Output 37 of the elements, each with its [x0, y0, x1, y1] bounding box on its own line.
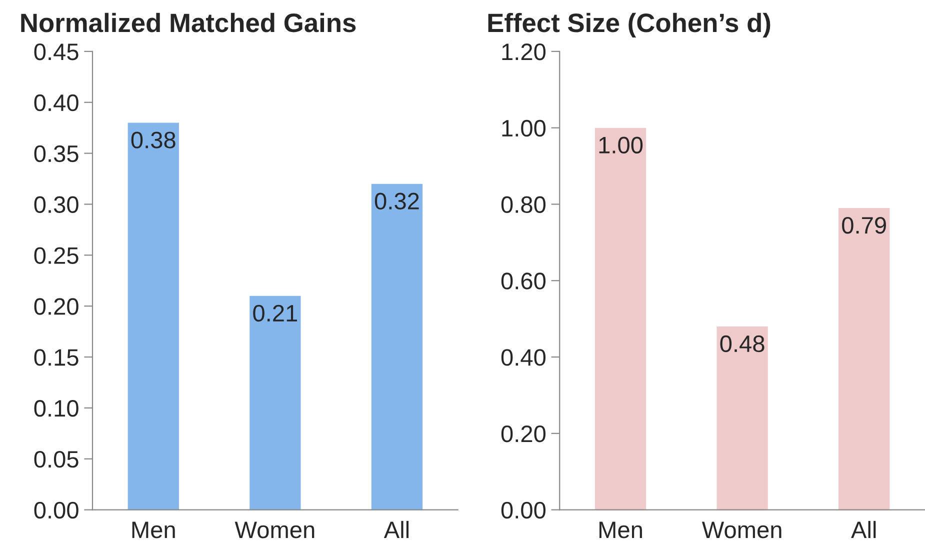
data-label: 0.38	[131, 132, 176, 148]
bar	[250, 296, 301, 510]
data-label: 1.00	[599, 136, 643, 154]
y-tick-label: 0.25	[34, 247, 78, 264]
data-label: 0.21	[253, 304, 298, 322]
x-tick-label: Women	[234, 522, 314, 538]
chart-title: Normalized Matched Gains	[21, 12, 356, 32]
data-label: 0.48	[720, 335, 764, 352]
y-tick-label: 0.20	[34, 298, 78, 315]
y-tick-label: 0.30	[34, 196, 78, 214]
x-tick-label: All	[384, 520, 409, 538]
y-tick-label: 0.00	[501, 502, 546, 519]
y-tick-label: 0.00	[34, 502, 78, 519]
y-tick-label: 0.80	[501, 196, 546, 214]
y-tick-label: 0.40	[34, 94, 78, 112]
x-tick-label: Women	[702, 522, 782, 538]
bar	[716, 326, 768, 510]
x-tick-label: Men	[599, 522, 642, 538]
y-tick-label: 0.10	[34, 400, 78, 417]
bar	[371, 184, 423, 510]
y-tick-label: 1.20	[502, 43, 546, 60]
y-tick-label: 0.45	[34, 43, 78, 60]
y-tick-label: 0.05	[34, 450, 78, 468]
y-tick-label: 0.40	[501, 349, 546, 366]
y-tick-label: 0.35	[34, 145, 78, 162]
chart-title: Effect Size (Cohen’s d)	[488, 12, 770, 38]
x-tick-label: All	[851, 520, 876, 538]
y-tick-label: 0.60	[501, 272, 546, 290]
y-tick-label: 1.00	[502, 120, 546, 137]
x-tick-label: Men	[132, 522, 175, 538]
bar	[838, 208, 890, 510]
y-tick-label: 0.20	[501, 425, 546, 442]
y-tick-label: 0.15	[34, 349, 78, 366]
data-label: 0.32	[374, 192, 419, 210]
data-label: 0.79	[842, 217, 886, 234]
bar	[128, 122, 179, 510]
bar	[594, 128, 646, 510]
